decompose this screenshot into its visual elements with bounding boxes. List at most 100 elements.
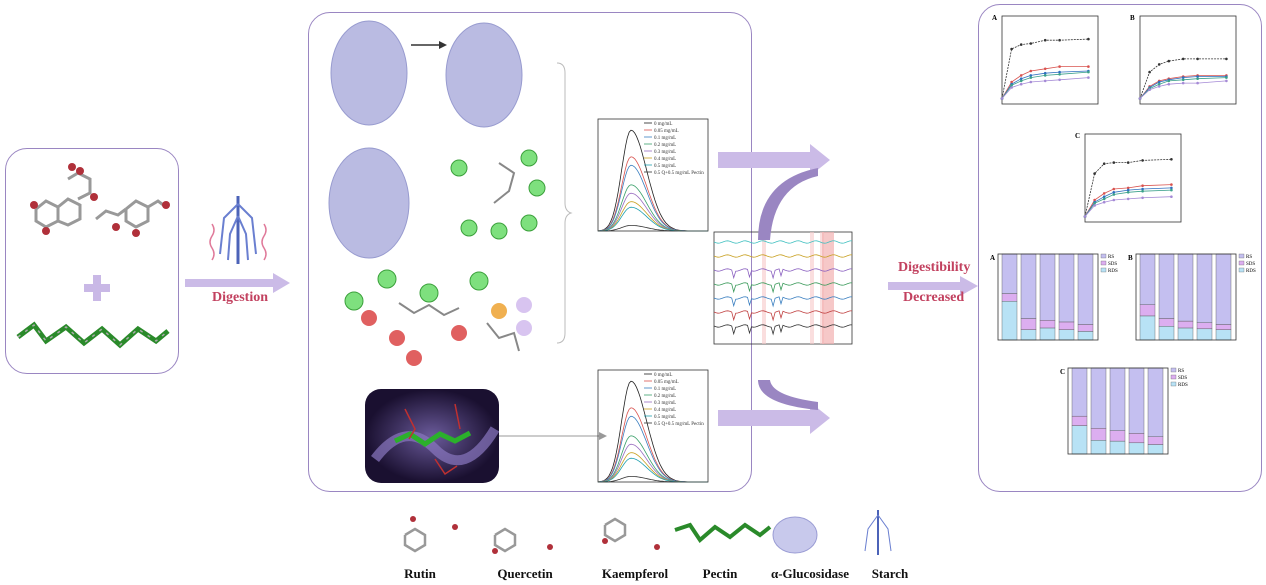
data-point bbox=[1148, 70, 1151, 74]
data-point bbox=[1112, 161, 1116, 164]
data-point bbox=[1167, 82, 1171, 86]
stacked-bar-segment bbox=[1128, 442, 1145, 455]
legend-swatch bbox=[1100, 253, 1107, 259]
legend-swatch bbox=[1238, 267, 1245, 273]
ftir-band bbox=[810, 232, 814, 344]
fluorescence-chart-top: 0 mg/mL 0.05 mg/mL 0.1 mg/mL 0.2 mg/mL 0.3 m… bbox=[597, 118, 709, 232]
curved-arrow-top bbox=[718, 144, 830, 240]
legend-entry: RS bbox=[1108, 255, 1114, 260]
data-point bbox=[1181, 78, 1185, 82]
glucosidase-protein-structure bbox=[328, 20, 573, 366]
data-point bbox=[1112, 193, 1116, 196]
flavonoid-molecules-icon bbox=[30, 163, 170, 237]
data-point bbox=[1126, 188, 1130, 192]
data-point bbox=[1141, 184, 1144, 187]
legend-entry: 0.2 mg/mL bbox=[654, 394, 676, 399]
data-point bbox=[1058, 70, 1061, 74]
stacked-bar-segment bbox=[1058, 321, 1075, 330]
legend-entry: SDS bbox=[1178, 376, 1187, 381]
stacked-bar-segment bbox=[1071, 415, 1088, 426]
data-point bbox=[1010, 86, 1013, 89]
legend-entry: SDS bbox=[1108, 262, 1117, 267]
stacked-bar-segment bbox=[1196, 253, 1213, 324]
data-point bbox=[1157, 85, 1161, 88]
stacked-bar-segment bbox=[1020, 253, 1037, 319]
data-point bbox=[1058, 78, 1061, 82]
data-point bbox=[1181, 76, 1185, 79]
digestion-curve-chart-a: A bbox=[992, 14, 1099, 105]
data-point bbox=[1058, 38, 1061, 42]
data-point bbox=[1019, 77, 1023, 80]
fluorescence-curve bbox=[597, 184, 708, 232]
data-point bbox=[1141, 196, 1144, 200]
data-point bbox=[1126, 191, 1130, 194]
stacked-bar-segment bbox=[1139, 315, 1156, 341]
plot-frame bbox=[1067, 367, 1169, 455]
ftir-spectrum bbox=[713, 324, 852, 336]
data-point bbox=[1225, 79, 1228, 83]
data-point bbox=[1087, 76, 1090, 79]
stacked-bar-segment bbox=[1196, 322, 1213, 330]
data-point bbox=[1102, 197, 1106, 201]
panel-label: A bbox=[990, 254, 995, 262]
data-point bbox=[1157, 80, 1161, 84]
stacked-bar-segment bbox=[1158, 318, 1175, 327]
stacked-bar-segment bbox=[1039, 327, 1056, 341]
stacked-bar-segment bbox=[1158, 253, 1175, 319]
data-point bbox=[1043, 74, 1047, 77]
legend-swatch bbox=[1170, 374, 1177, 380]
ftir-spectrum bbox=[713, 310, 852, 322]
legend-entry: RDS bbox=[1246, 269, 1256, 274]
data-point bbox=[1170, 195, 1173, 198]
digestion-curve bbox=[1084, 189, 1172, 217]
data-point bbox=[1141, 187, 1144, 191]
ftir-spectrum bbox=[713, 268, 852, 280]
stacked-bar-segment bbox=[1077, 324, 1094, 332]
starch-icon bbox=[209, 196, 267, 264]
digestion-curve-chart-c: C bbox=[1075, 132, 1182, 223]
stacked-bar-segment bbox=[1215, 253, 1232, 325]
fluorescence-curve bbox=[597, 435, 708, 483]
legend-entry: RDS bbox=[1108, 269, 1118, 274]
panel-label: A bbox=[992, 14, 997, 22]
stacked-bar-segment bbox=[1147, 436, 1164, 445]
data-point bbox=[1167, 59, 1171, 63]
digestion-arrow bbox=[185, 273, 290, 293]
panel-label: C bbox=[1075, 132, 1080, 140]
stacked-bar-segment bbox=[1109, 440, 1126, 455]
legend-entry: 0.3 mg/mL bbox=[654, 150, 676, 155]
legend-entry: 0.05 mg/mL bbox=[654, 380, 679, 385]
stacked-bar-segment bbox=[1109, 430, 1126, 442]
stacked-bar-segment bbox=[1039, 320, 1056, 329]
legend-label-rutin: Rutin bbox=[404, 566, 436, 581]
legend-entry: 0.1 mg/mL bbox=[654, 136, 676, 141]
stacked-bar-segment bbox=[1128, 367, 1145, 434]
ftir-spectra-chart bbox=[713, 231, 853, 345]
ftir-spectrum bbox=[713, 254, 852, 258]
data-point bbox=[1196, 57, 1199, 61]
data-point bbox=[1102, 200, 1106, 204]
data-point bbox=[1019, 79, 1023, 83]
stacked-bar-segment bbox=[1158, 326, 1175, 341]
legend-label-glucosidase: α-Glucosidase bbox=[770, 566, 850, 581]
plot-frame bbox=[1135, 253, 1237, 341]
ingredients-panel bbox=[5, 148, 179, 374]
data-point bbox=[1019, 82, 1023, 86]
ftir-spectrum bbox=[713, 240, 852, 244]
fluorescence-curve bbox=[598, 476, 708, 483]
data-point bbox=[1010, 47, 1013, 51]
data-point bbox=[1112, 187, 1116, 191]
stacked-bar-segment bbox=[1147, 444, 1164, 455]
data-point bbox=[1102, 195, 1106, 198]
legend-entry: 0.4 mg/mL bbox=[654, 157, 676, 162]
data-point bbox=[1196, 75, 1199, 78]
legend-swatch bbox=[1238, 260, 1245, 266]
data-point bbox=[1167, 79, 1171, 83]
data-point bbox=[1102, 192, 1106, 195]
data-point bbox=[1093, 202, 1096, 205]
data-point bbox=[1010, 84, 1013, 87]
stacked-bar-segment bbox=[1139, 253, 1156, 305]
data-point bbox=[1043, 38, 1047, 42]
data-point bbox=[1126, 197, 1130, 201]
fluorescence-chart-bottom: 0 mg/mL 0.05 mg/mL 0.1 mg/mL 0.2 mg/mL 0.3 m… bbox=[597, 369, 709, 483]
